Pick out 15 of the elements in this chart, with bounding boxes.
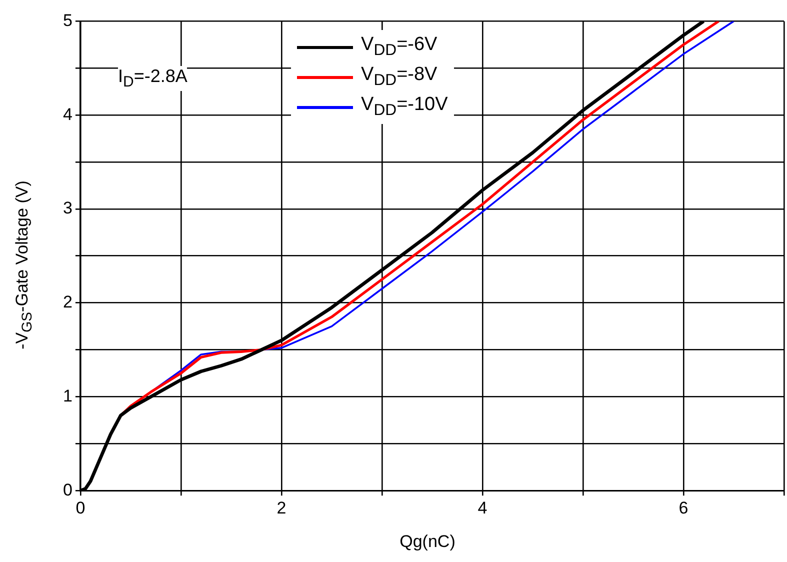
legend-label: V$_{DD}$=-10V [361,94,448,120]
x-tick-label: 6 [678,498,688,518]
x-tick-label: 0 [76,498,86,518]
y-tick-label: 0 [62,480,72,500]
x-tick-label: 4 [478,498,488,518]
x-tick-label: 2 [276,498,286,518]
legend-label: V$_{DD}$=-8V [361,64,438,90]
x-axis-title: Qg(nC) [398,532,456,552]
legend-label: V$_{DD}$=-6V [361,34,438,60]
annotation: I$_{D}$=-2.8A [118,66,188,91]
y-tick-label: 5 [62,10,72,30]
y-tick-label: 4 [62,104,72,124]
y-tick-label: 1 [62,386,72,406]
y-tick-label: 2 [62,292,72,312]
y-tick-label: 3 [62,198,72,218]
